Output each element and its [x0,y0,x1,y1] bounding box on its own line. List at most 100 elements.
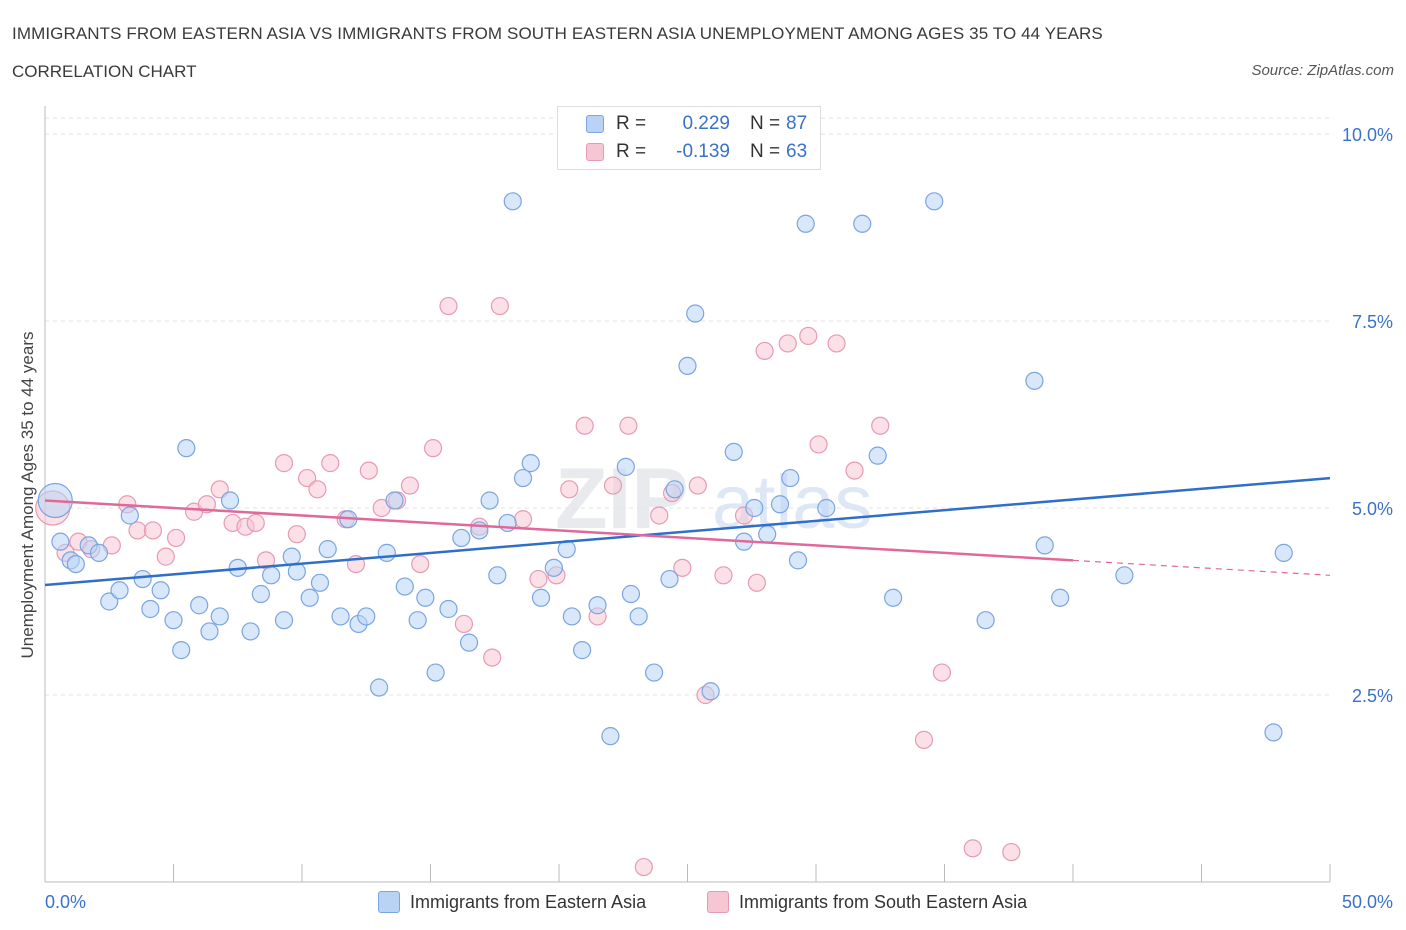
south-eastern-asia-point [634,857,653,877]
correlation-legend: R = 0.229 N = 87 R = -0.139 N = 63 [557,106,821,170]
eastern-asia-point [1264,723,1283,742]
eastern-asia-point [781,468,800,488]
south-eastern-asia-point [673,558,692,577]
y-tick-label: 5.0% [1352,499,1393,519]
south-eastern-asia-point [439,296,458,316]
eastern-asia-point [110,581,129,600]
eastern-asia-point [817,498,836,518]
south-eastern-asia-point [423,439,443,458]
trend-line-south-eastern-asia [44,499,1074,562]
legend-r-value: 0.229 [682,113,730,134]
eastern-asia-point [616,457,635,476]
south-eastern-asia-point [575,416,594,435]
south-eastern-asia-point [454,614,474,634]
bottom-legend-label-blue: Immigrants from Eastern Asia [410,891,647,912]
eastern-asia-point [370,678,389,697]
eastern-asia-point [544,558,563,577]
south-eastern-asia-point [274,454,294,473]
south-eastern-asia-point [128,521,147,540]
eastern-asia-point [588,596,607,615]
points-south-eastern-asia [35,296,1021,877]
south-eastern-asia-point [963,839,982,858]
eastern-asia-point [521,454,540,473]
eastern-asia-point [503,192,522,211]
eastern-asia-point [796,214,815,233]
x-tick-label: 50.0% [1342,892,1393,912]
chart-subtitle: CORRELATION CHART [12,62,197,81]
south-eastern-asia-point [809,435,828,454]
legend-row-blue: R = 0.229 N = 87 [586,112,807,136]
eastern-asia-point [66,554,85,574]
south-eastern-asia-point [827,334,846,353]
south-eastern-asia-point [845,461,864,480]
eastern-asia-point [686,304,705,323]
bottom-legend-pink: Immigrants from South Eastern Asia [707,889,1027,915]
south-eastern-asia-point [1002,842,1021,862]
eastern-asia-point [120,506,139,525]
eastern-asia-point [220,491,240,510]
trend-line-south-eastern-asia-extension [1072,559,1331,576]
legend-n-label: N = [750,141,781,162]
south-eastern-asia-point [529,569,548,589]
x-tick-label: 0.0% [45,892,86,912]
eastern-asia-point [925,192,944,211]
legend-n-value: 63 [786,141,808,162]
legend-r-label: R = [616,113,647,134]
eastern-asia-point [629,607,648,626]
south-eastern-asia-point [490,296,509,316]
source-credit: Source: ZipAtlas.com [1251,62,1394,79]
south-eastern-asia-point [246,513,265,533]
trend-lines [44,476,1331,587]
eastern-asia-point [853,214,872,233]
y-tick-label: 10.0% [1342,125,1393,145]
eastern-asia-point [1115,566,1134,585]
eastern-asia-point [788,551,808,570]
eastern-asia-point [513,468,533,488]
legend-r-value: -0.139 [676,141,730,162]
south-eastern-asia-point [287,525,306,544]
eastern-asia-point [488,566,507,585]
eastern-asia-point [100,592,119,611]
south-eastern-asia-point [619,416,638,435]
eastern-asia-point [724,442,743,461]
south-eastern-asia-point [755,341,774,361]
south-eastern-asia-point [321,454,340,473]
south-eastern-asia-point [210,480,229,499]
south-eastern-asia-point [483,648,502,667]
eastern-asia-point [395,577,414,596]
eastern-asia-point [701,682,720,701]
y-tick-label: 2.5% [1352,686,1393,706]
south-eastern-asia-point [308,480,327,499]
gridlines [45,117,1330,696]
legend-r-label: R = [616,141,647,162]
south-eastern-asia-point [914,730,934,749]
eastern-asia-point [318,540,337,559]
eastern-asia-point [190,596,209,615]
legend-n-value: 87 [786,113,808,134]
eastern-asia-point [883,588,903,607]
south-eastern-asia-point [411,554,430,574]
eastern-asia-point [439,599,458,619]
south-eastern-asia-point [688,476,707,495]
trend-line-eastern-asia [44,476,1331,587]
eastern-asia-point [1025,371,1044,390]
south-eastern-asia-point [747,573,766,592]
eastern-asia-point [758,525,777,544]
eastern-asia-point [164,611,183,630]
eastern-asia-point [274,611,294,630]
legend-row-pink: R = -0.139 N = 63 [586,140,807,164]
eastern-asia-point [426,663,445,682]
eastern-asia-point [177,439,196,458]
south-eastern-asia-point [560,480,579,499]
eastern-asia-point [665,480,684,499]
eastern-asia-point [868,446,887,465]
eastern-asia-point [89,543,109,562]
eastern-asia-point [408,611,427,630]
eastern-asia-point [459,633,479,652]
bottom-legend-swatch-blue [378,891,400,913]
eastern-asia-point [310,573,330,592]
south-eastern-asia-point [166,528,186,548]
eastern-asia-point [200,622,219,641]
legend-swatch-pink [586,143,604,161]
